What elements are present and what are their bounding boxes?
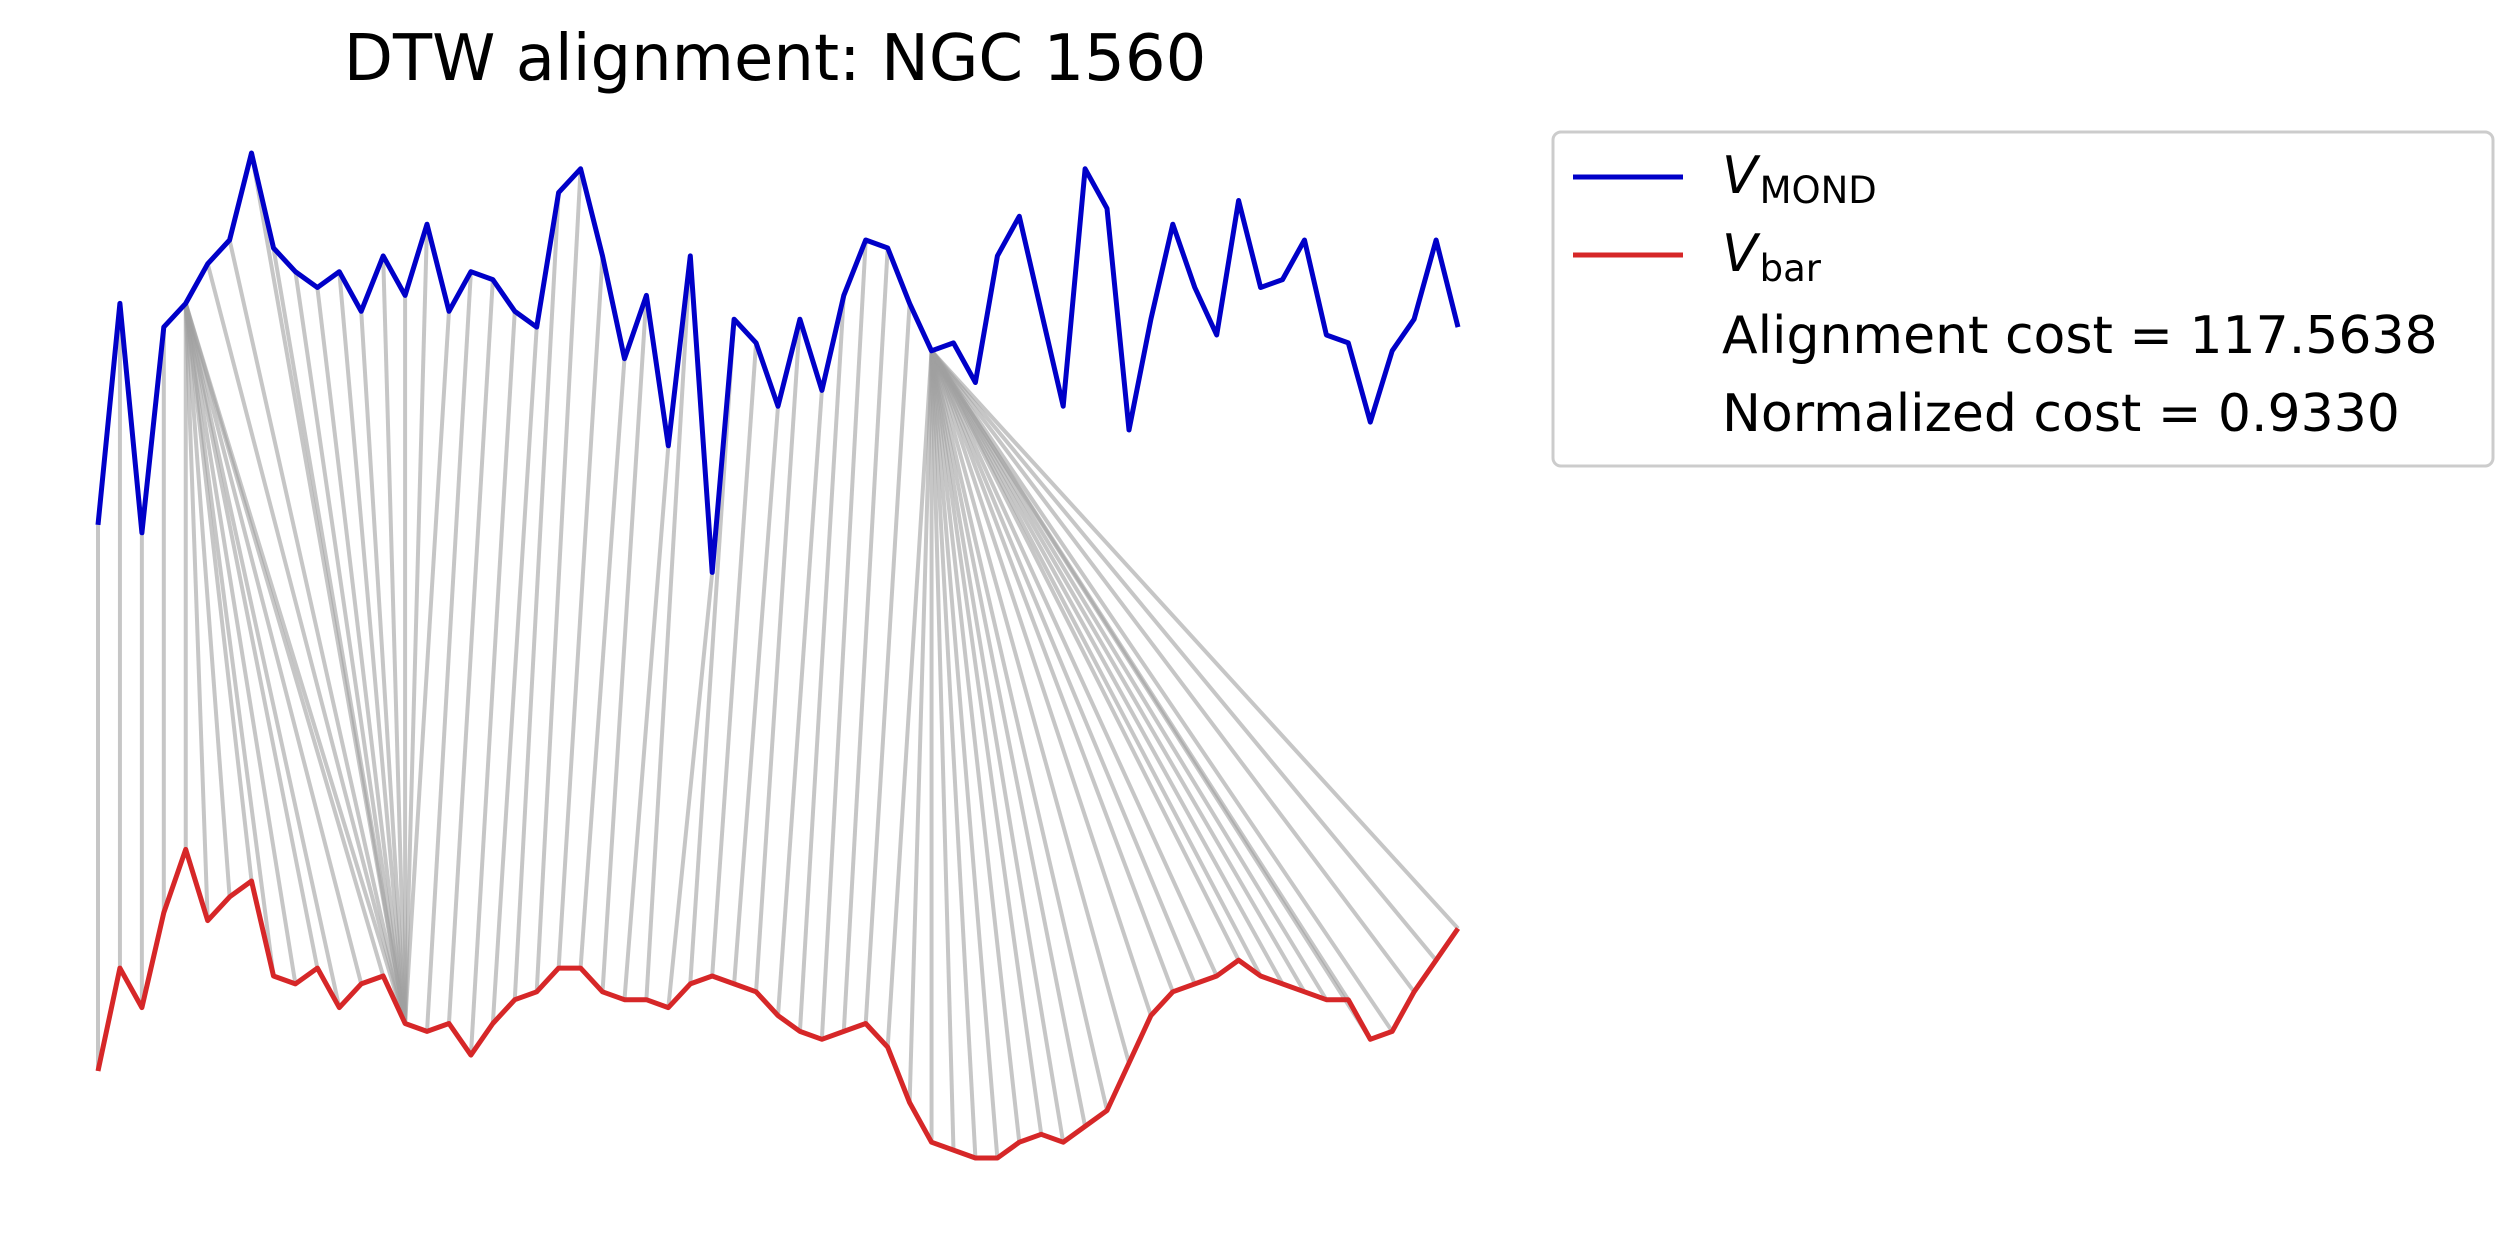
alignment-connector bbox=[929, 350, 1066, 1143]
alignment-connector bbox=[907, 350, 934, 1103]
alignment-connector bbox=[227, 239, 408, 1024]
alignment-connector bbox=[885, 350, 934, 1048]
legend-normalized-cost: Normalized cost = 0.9330 bbox=[1722, 384, 2400, 444]
alignment-connector bbox=[468, 311, 517, 1056]
alignment-connector bbox=[732, 406, 780, 985]
legend-label-vmond: VMOND bbox=[1722, 146, 1877, 212]
alignment-connector bbox=[315, 287, 408, 1024]
alignment-connector bbox=[929, 349, 1372, 1041]
alignment-connector bbox=[754, 319, 802, 992]
alignment-connector bbox=[556, 255, 605, 969]
alignment-connector bbox=[183, 303, 276, 977]
alignment-connector bbox=[490, 326, 539, 1024]
alignment-connector bbox=[929, 350, 1109, 1111]
alignment-connector bbox=[359, 311, 408, 1024]
alignment-connector bbox=[929, 349, 1329, 1001]
alignment-connectors bbox=[96, 152, 1460, 1159]
legend-label-vbar: Vbar bbox=[1722, 224, 1822, 290]
alignment-connector bbox=[403, 224, 430, 1024]
alignment-connector bbox=[403, 311, 451, 1024]
alignment-connector bbox=[929, 349, 1416, 994]
alignment-connector bbox=[183, 303, 232, 898]
alignment-connector bbox=[929, 350, 1175, 993]
series-lines bbox=[95, 150, 1461, 1161]
alignment-connector bbox=[929, 350, 1022, 1143]
alignment-connector bbox=[205, 263, 408, 1024]
alignment-connector bbox=[183, 302, 320, 969]
alignment-connector bbox=[381, 255, 408, 1024]
alignment-connector bbox=[930, 349, 1438, 962]
alignment-connector bbox=[929, 349, 1285, 985]
alignment-connector bbox=[929, 350, 1153, 1017]
alignment-connector bbox=[578, 358, 627, 969]
alignment-connector bbox=[644, 255, 693, 1000]
alignment-connector bbox=[512, 192, 561, 1000]
alignment-connector bbox=[425, 271, 473, 1032]
alignment-connector bbox=[183, 302, 342, 1009]
alignment-connector bbox=[600, 295, 649, 992]
chart-title: DTW alignment: NGC 1560 bbox=[344, 22, 1207, 96]
alignment-connector bbox=[819, 239, 868, 1040]
alignment-connector bbox=[710, 342, 759, 977]
alignment-connector bbox=[776, 390, 824, 1016]
alignment-connector bbox=[293, 271, 408, 1024]
alignment-connector bbox=[622, 445, 671, 1000]
legend-alignment-cost: Alignment cost = 117.5638 bbox=[1722, 306, 2438, 366]
alignment-connector bbox=[929, 350, 1044, 1135]
legend: VMOND Vbar Alignment cost = 117.5638 Nor… bbox=[1551, 130, 2495, 468]
alignment-connector bbox=[930, 349, 1460, 930]
alignment-connector bbox=[841, 247, 890, 1032]
alignment-connector bbox=[929, 350, 1219, 977]
alignment-connector bbox=[337, 271, 408, 1024]
alignment-connector bbox=[929, 350, 1131, 1064]
alignment-connector bbox=[534, 168, 583, 992]
alignment-connector bbox=[183, 303, 210, 921]
series-line-vbar bbox=[95, 846, 1461, 1161]
alignment-connector bbox=[797, 295, 846, 1032]
alignment-connector bbox=[183, 303, 298, 985]
alignment-connector bbox=[929, 349, 1394, 1033]
alignment-connector bbox=[929, 349, 1307, 993]
series-line-vmond bbox=[95, 150, 1461, 575]
alignment-connector bbox=[929, 350, 956, 1151]
alignment-connector bbox=[929, 350, 1088, 1127]
alignment-connector bbox=[183, 302, 408, 1025]
alignment-connector bbox=[929, 349, 1263, 977]
alignment-connector bbox=[929, 350, 1197, 985]
legend-frame bbox=[1551, 130, 2495, 468]
alignment-connector bbox=[929, 350, 978, 1159]
alignment-connector bbox=[929, 349, 1241, 962]
alignment-connector bbox=[446, 279, 495, 1024]
alignment-connector bbox=[863, 303, 912, 1024]
alignment-connector bbox=[666, 572, 715, 1008]
alignment-connector bbox=[929, 350, 1000, 1159]
alignment-connector bbox=[271, 247, 408, 1024]
alignment-connector bbox=[183, 302, 364, 985]
